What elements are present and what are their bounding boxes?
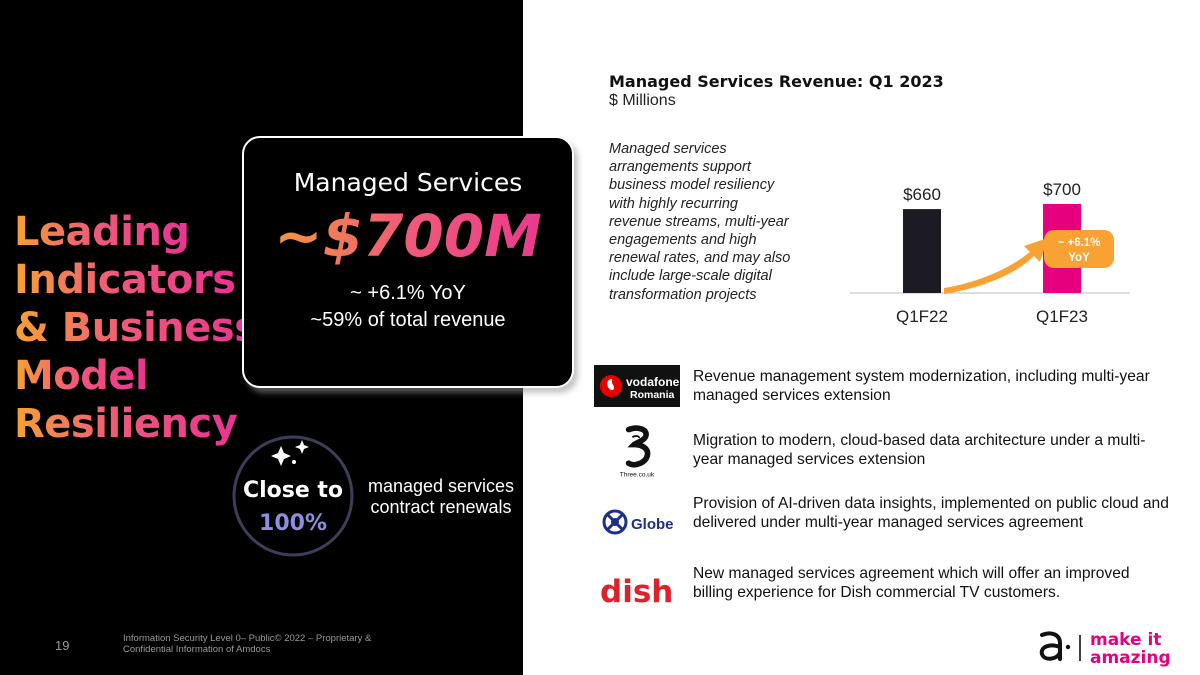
- chart-note: Managed services arrangements support bu…: [609, 141, 791, 303]
- category-label: Q1F22: [896, 307, 948, 326]
- globe-logo-text: Globe: [631, 516, 674, 533]
- category-label: Q1F23: [1036, 307, 1088, 326]
- kpi-revenue-share: ~59% of total revenue: [310, 309, 506, 331]
- footer-note: Information Security Level 0– Public© 20…: [123, 633, 372, 655]
- globe-logo: Globe: [602, 509, 674, 535]
- amdocs-icon: [1039, 631, 1071, 661]
- case-study-vodafone: vodafone Romania Revenue management syst…: [590, 362, 1190, 422]
- case-study-text: Revenue management system modernization,…: [693, 368, 1150, 404]
- case-study-text: Migration to modern, cloud-based data ar…: [693, 432, 1146, 468]
- headline-line-1: Leading: [14, 209, 190, 255]
- headline-line-3: & Business: [14, 305, 258, 351]
- renewal-percentage: 100%: [259, 511, 327, 536]
- headline-line-5: Resiliency: [14, 401, 238, 447]
- page-number: 19: [55, 638, 70, 653]
- chart-subtitle: $ Millions: [609, 92, 676, 109]
- kpi-value: ~$700M: [244, 202, 572, 270]
- case-study-text: New managed services agreement which wil…: [693, 565, 1130, 601]
- brand-line-2: amazing: [1090, 648, 1171, 667]
- kpi-yoy-growth: ~ +6.1% YoY: [350, 282, 466, 304]
- bar-q1f22: [903, 209, 941, 293]
- dish-logo: dish: [600, 574, 673, 610]
- amdocs-brand-logo: make it amazing: [1039, 630, 1171, 667]
- renewal-ring: [232, 435, 354, 557]
- case-study-globe: Globe Provision of AI-driven data insigh…: [590, 492, 1190, 552]
- right-panel: [523, 0, 1200, 675]
- growth-callout-badge: [1044, 230, 1114, 268]
- renewal-caption: managed services contract renewals: [367, 476, 515, 517]
- kpi-card: Managed Services ~$700M ~ +6.1% YoY ~59%…: [242, 136, 574, 388]
- case-study-dish: dish New managed services agreement whic…: [590, 562, 1190, 622]
- three-logo: Three.co.uk: [620, 425, 655, 478]
- vodafone-logo-text: vodafone: [626, 375, 680, 389]
- sparkle-icon: [271, 440, 309, 466]
- kpi-title: Managed Services: [293, 168, 523, 197]
- romania-logo-text: Romania: [630, 389, 675, 401]
- headline-line-4: Model: [14, 353, 149, 399]
- data-label: $700: [1043, 180, 1081, 199]
- case-study-text: Provision of AI-driven data insights, im…: [693, 495, 1169, 531]
- growth-callout-line-1: ~ +6.1%: [1058, 237, 1101, 249]
- vodafone-romania-logo: vodafone Romania: [594, 365, 680, 407]
- dish-logo-text: dish: [600, 574, 673, 610]
- chart-title: Managed Services Revenue: Q1 2023: [609, 72, 944, 91]
- three-logo-text: Three.co.uk: [620, 471, 655, 478]
- data-label: $660: [903, 185, 941, 204]
- headline-line-2: Indicators: [14, 257, 236, 303]
- case-study-three: Three.co.uk Migration to modern, cloud-b…: [590, 424, 1190, 484]
- brand-line-1: make it: [1090, 630, 1161, 650]
- growth-callout-line-2: YoY: [1068, 252, 1090, 264]
- renewal-line-1: Close to: [242, 478, 344, 503]
- revenue-bar-chart: $660 Q1F22 $700 Q1F23 ~ +6.1% YoY: [850, 180, 1130, 326]
- growth-arrow: [944, 238, 1048, 294]
